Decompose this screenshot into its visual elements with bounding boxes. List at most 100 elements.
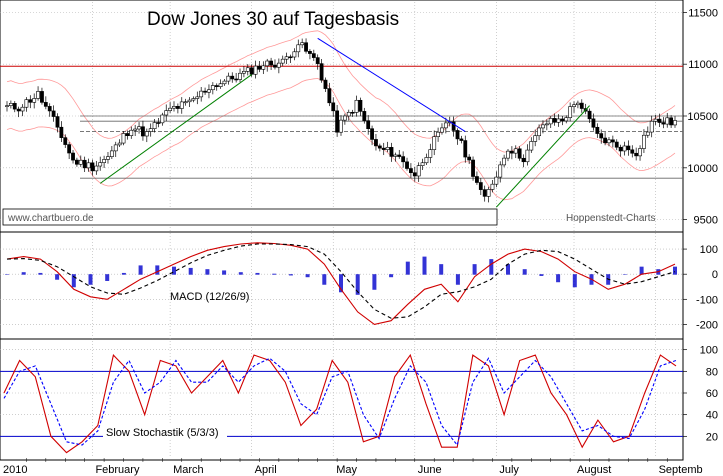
candle-body	[634, 152, 639, 157]
candle-body	[673, 120, 677, 126]
candle-body	[284, 56, 289, 60]
price-tick-label: 10000	[687, 163, 718, 175]
candle-body	[40, 91, 44, 103]
watermark-text: www.chartbuero.de	[7, 213, 94, 224]
macd-histogram-bar	[489, 259, 494, 275]
candle-body	[506, 150, 510, 159]
price-layer	[0, 30, 683, 208]
candle-body	[436, 131, 440, 137]
candle-body	[521, 157, 526, 163]
candle-body	[242, 71, 246, 74]
candle-body	[280, 58, 285, 64]
macd-histogram-bar	[121, 272, 126, 275]
candle-body	[238, 72, 242, 80]
stochastic-tick-label: 20	[706, 431, 718, 443]
candle-body	[622, 145, 627, 152]
candle-body	[642, 134, 646, 149]
candle-body	[451, 121, 456, 131]
candle-body	[591, 118, 596, 128]
candle-body	[381, 147, 386, 150]
candle-body	[374, 139, 378, 147]
candle-body	[630, 149, 635, 154]
candle-body	[653, 118, 658, 122]
axis-layer: 11500 11000 10500 10000 9500 100 0 -100 -200 100 8…	[3, 7, 718, 476]
candle-body	[90, 162, 95, 172]
macd-histogram-bar	[422, 256, 427, 275]
candle-body	[579, 102, 584, 109]
candle-body	[226, 75, 231, 82]
macd-histogram-bar	[272, 273, 277, 275]
month-label: July	[499, 464, 519, 476]
macd-histogram-bar	[405, 261, 410, 275]
candle-body	[385, 147, 390, 150]
candle-body	[71, 152, 75, 161]
candle-body	[517, 148, 522, 159]
macd-histogram-bar	[322, 274, 327, 285]
candle-body	[541, 124, 545, 129]
candle-body	[638, 148, 642, 157]
candle-body	[342, 115, 347, 121]
candle-body	[416, 165, 421, 177]
candle-body	[482, 189, 487, 197]
candle-body	[125, 133, 130, 136]
candle-body	[55, 116, 60, 128]
candle-body	[401, 156, 406, 163]
candle-body	[24, 99, 29, 108]
bollinger-upper-band	[6, 30, 676, 153]
candle-body	[207, 89, 211, 93]
candle-body	[288, 56, 293, 59]
stochastic-tick-label: 60	[706, 388, 718, 400]
macd-histogram-bar	[506, 264, 510, 275]
candle-body	[409, 168, 413, 174]
macd-histogram-bar	[305, 274, 310, 278]
candle-body	[308, 51, 312, 54]
candle-body	[129, 129, 134, 136]
macd-histogram-bar	[673, 266, 677, 275]
candle-body	[86, 162, 91, 169]
candle-body	[463, 140, 468, 158]
candle-body	[245, 67, 250, 72]
macd-histogram-bar	[389, 274, 394, 278]
candle-body	[28, 99, 33, 103]
candle-body	[529, 141, 534, 151]
candle-body	[486, 189, 491, 197]
macd-histogram-bar	[138, 265, 143, 275]
candle-body	[587, 110, 592, 120]
candle-body	[121, 133, 126, 144]
candle-body	[370, 128, 374, 140]
candle-body	[366, 120, 371, 129]
candle-body	[576, 102, 580, 106]
candle-body	[607, 139, 611, 144]
macd-histogram-bar	[556, 274, 561, 283]
candle-body	[525, 149, 530, 163]
candle-body	[141, 126, 145, 137]
candle-body	[393, 154, 398, 157]
candle-body	[471, 159, 475, 177]
macd-tick-label: -200	[696, 319, 718, 331]
candle-body	[478, 182, 483, 190]
macd-histogram-bar	[71, 274, 76, 288]
candle-body	[109, 150, 114, 157]
candle-body	[5, 105, 9, 107]
candle-body	[12, 103, 17, 110]
month-label: May	[336, 464, 357, 476]
candle-body	[234, 78, 239, 81]
candle-body	[144, 131, 149, 137]
macd-histogram-bar	[339, 274, 343, 293]
candle-body	[164, 110, 169, 116]
candle-body	[665, 117, 670, 125]
candle-body	[98, 162, 103, 167]
candle-body	[412, 172, 417, 177]
candle-body	[117, 142, 122, 146]
candle-body	[610, 139, 615, 143]
chart-title: Dow Jones 30 auf Tagesbasis	[147, 9, 399, 30]
candle-body	[339, 119, 343, 133]
candle-body	[183, 101, 188, 104]
macd-histogram-bar	[38, 272, 43, 275]
candle-body	[645, 131, 650, 136]
candle-body	[36, 91, 40, 99]
macd-histogram-bar	[21, 272, 26, 275]
candle-body	[335, 110, 340, 133]
macd-histogram-bar	[238, 272, 243, 275]
candle-body	[78, 159, 83, 165]
